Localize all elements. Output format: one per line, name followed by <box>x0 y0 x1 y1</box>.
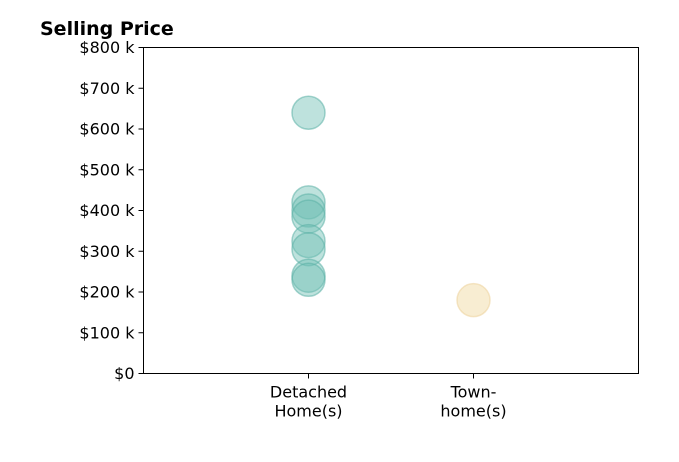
data-points <box>291 95 491 318</box>
data-point <box>291 223 326 259</box>
x-category-label: Detached Home(s) <box>270 383 347 421</box>
y-tick-label: $0 <box>114 364 134 383</box>
y-tick-label: $400 k <box>79 201 135 220</box>
y-tick-label: $100 k <box>79 323 135 342</box>
data-point <box>291 185 326 220</box>
y-axis: $0 $100 k $200 k $300 k $400 k $500 k $600 k $7… <box>79 38 144 383</box>
x-axis: Detached Home(s) Town-home(s) <box>270 373 507 421</box>
y-tick-label: $500 k <box>79 160 135 179</box>
y-tick-label: $800 k <box>79 38 135 57</box>
data-point <box>291 262 326 298</box>
y-tick-label: $200 k <box>79 283 135 302</box>
y-tick-label: $600 k <box>79 120 135 139</box>
chart-title: Selling Price <box>40 18 174 40</box>
data-point <box>456 282 491 318</box>
plot-area-frame <box>143 47 639 374</box>
y-tick-label: $700 k <box>79 79 135 98</box>
data-point <box>291 95 326 130</box>
y-tick-label: $300 k <box>79 242 135 261</box>
x-category-label: Town-home(s) <box>440 383 506 421</box>
data-point <box>291 231 326 267</box>
